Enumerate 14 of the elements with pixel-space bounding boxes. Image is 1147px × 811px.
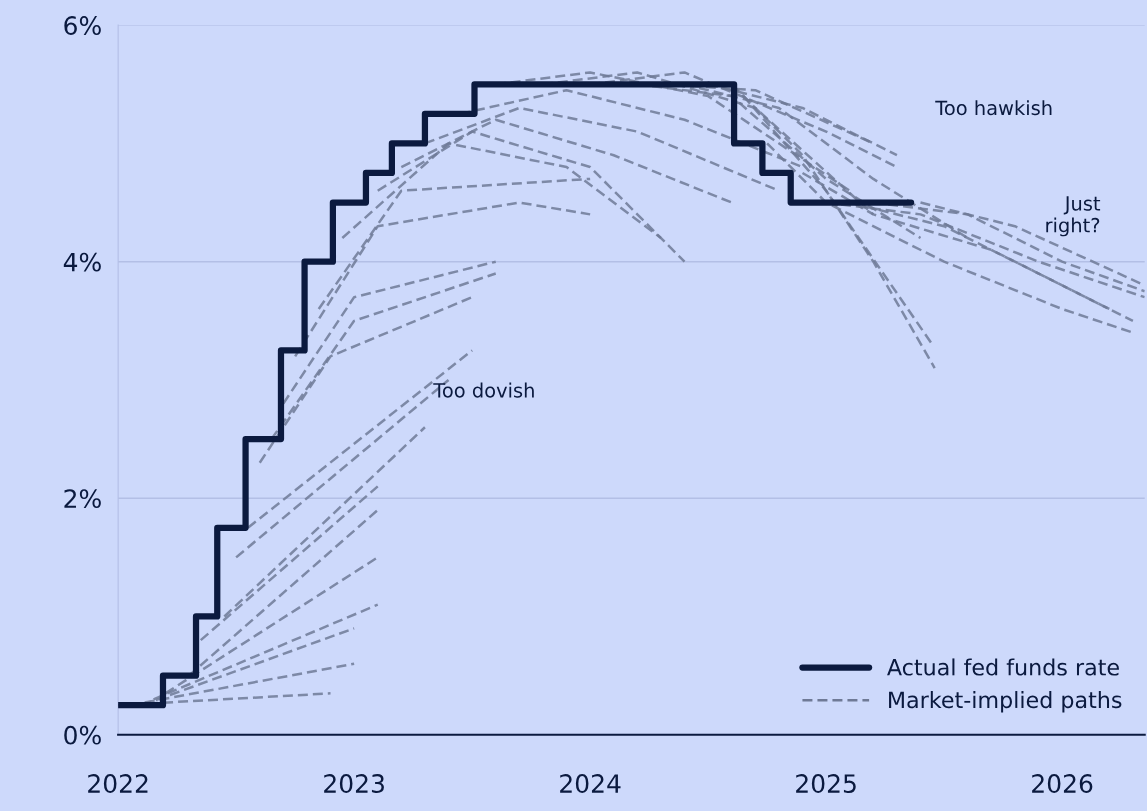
y-tick-label: 0%	[64, 725, 101, 745]
y-tick-label: 6%	[64, 16, 101, 35]
x-tick-label: 2026	[1032, 774, 1093, 794]
x-tick-label: 2023	[324, 774, 384, 794]
annotation: Too dovish	[433, 382, 534, 398]
x-tick-label: 2025	[796, 774, 856, 794]
y-tick-label: 4%	[63, 252, 101, 272]
legend-label: Market-implied paths	[889, 691, 1122, 713]
x-tick-label: 2024	[560, 774, 621, 794]
annotation: Too hawkish	[935, 100, 1052, 116]
x-tick-label: 2022	[88, 774, 148, 794]
y-tick-label: 2%	[64, 489, 101, 509]
annotation: Just right?	[1046, 196, 1101, 237]
legend-label: Actual fed funds rate	[887, 658, 1119, 676]
